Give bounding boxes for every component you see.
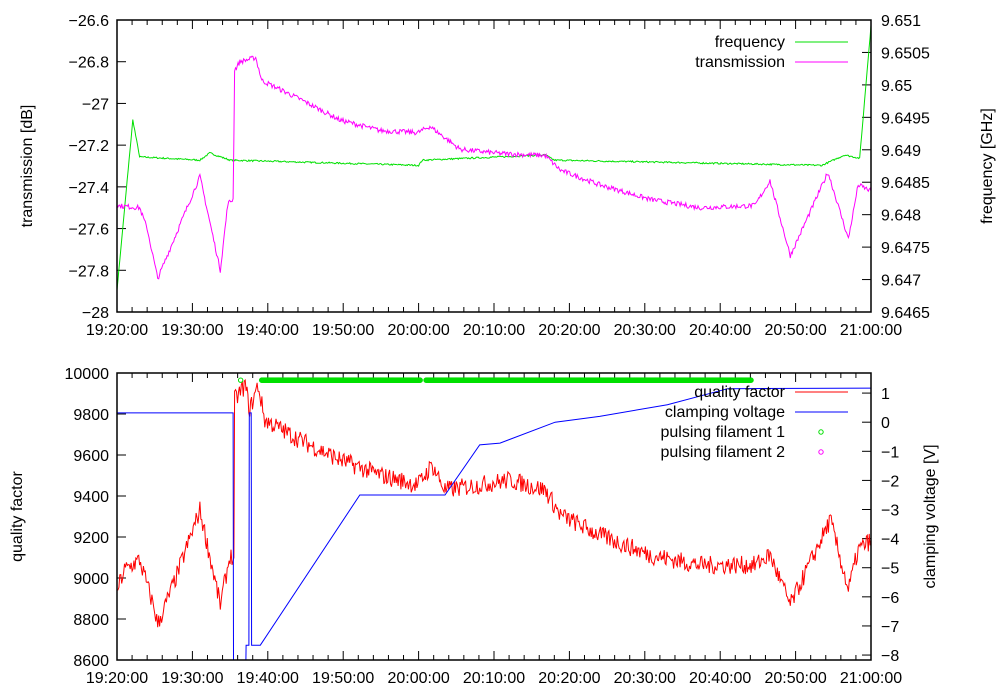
y2-tick-label: −6	[881, 590, 899, 607]
y2-tick-label: −4	[881, 532, 899, 549]
y-tick-label: −27.2	[69, 138, 110, 155]
x-tick-label: 19:30:00	[161, 670, 223, 687]
x-tick-label: 19:20:00	[86, 670, 148, 687]
x-tick-label: 19:30:00	[161, 322, 223, 339]
y-tick-label: −27	[82, 96, 109, 113]
y2-tick-label: 9.648	[881, 208, 921, 225]
x-tick-label: 20:40:00	[689, 670, 751, 687]
y-tick-label: 9400	[73, 489, 109, 506]
x-tick-label: 20:10:00	[463, 670, 525, 687]
x-tick-label: 20:20:00	[538, 670, 600, 687]
x-tick-label: 19:20:00	[86, 322, 148, 339]
y2-tick-label: 9.649	[881, 143, 921, 160]
y-tick-label: −28	[82, 305, 109, 322]
y2-tick-label: 9.6505	[881, 45, 930, 62]
x-tick-label: 19:40:00	[237, 322, 299, 339]
pulsing-filament-1-marker	[748, 377, 754, 383]
y-tick-label: 9600	[73, 448, 109, 465]
x-tick-label: 19:50:00	[312, 670, 374, 687]
legend-marker-pulsing-filament-1	[818, 429, 824, 435]
plot-border	[116, 372, 872, 661]
y-tick-label: 10000	[65, 366, 110, 383]
y-axis-label: transmission [dB]	[19, 105, 36, 228]
x-tick-label: 20:00:00	[387, 670, 449, 687]
y2-tick-label: 9.647	[881, 273, 921, 290]
y2-tick-label: −8	[881, 648, 899, 665]
panel-bottom	[116, 372, 872, 661]
legend-label-quality-factor: quality factor	[694, 384, 785, 401]
y2-tick-label: −1	[881, 444, 899, 461]
y-tick-label: 9800	[73, 407, 109, 424]
y2-tick-label: 0	[881, 415, 890, 432]
legend-label-frequency: frequency	[715, 34, 785, 51]
x-tick-label: 20:30:00	[614, 322, 676, 339]
y-axis-label: quality factor	[9, 470, 26, 561]
series-group	[117, 377, 871, 660]
x-tick-label: 20:30:00	[614, 670, 676, 687]
x-tick-label: 21:00:00	[840, 322, 902, 339]
y-tick-label: 9200	[73, 530, 109, 547]
y2-axis-label: frequency [GHz]	[979, 108, 996, 224]
y2-tick-label: −2	[881, 473, 899, 490]
y2-tick-label: −7	[881, 619, 899, 636]
y2-tick-label: −3	[881, 503, 899, 520]
y2-tick-label: 9.6485	[881, 175, 930, 192]
x-tick-label: 20:20:00	[538, 322, 600, 339]
y-tick-label: −27.4	[69, 180, 110, 197]
x-tick-label: 20:50:00	[764, 670, 826, 687]
legend-label-pulsing-filament-1: pulsing filament 1	[660, 424, 785, 441]
legend-marker-pulsing-filament-2	[818, 449, 824, 455]
legend-label-transmission: transmission	[695, 54, 785, 71]
y-tick-label: 8600	[73, 653, 109, 670]
y-tick-label: 9000	[73, 571, 109, 588]
y2-tick-label: 9.65	[881, 78, 912, 95]
y-tick-label: 8800	[73, 612, 109, 629]
pulsing-filament-1-marker	[417, 377, 423, 383]
legend-label-pulsing-filament-2: pulsing filament 2	[660, 444, 785, 461]
plot-border	[116, 19, 872, 313]
series-group	[117, 25, 871, 290]
panel-top	[116, 19, 872, 313]
y2-tick-label: 9.6465	[881, 305, 930, 322]
x-tick-label: 20:40:00	[689, 322, 751, 339]
x-tick-label: 20:00:00	[387, 322, 449, 339]
y2-tick-label: 1	[881, 386, 890, 403]
y-tick-label: −27.8	[69, 263, 110, 280]
y2-axis-label: clamping voltage [V]	[922, 444, 939, 588]
x-tick-label: 20:10:00	[463, 322, 525, 339]
x-tick-label: 21:00:00	[840, 670, 902, 687]
clamping-voltage-line	[117, 387, 871, 660]
y-tick-label: −27.6	[69, 222, 110, 239]
x-tick-label: 19:40:00	[237, 670, 299, 687]
x-tick-label: 20:50:00	[764, 322, 826, 339]
y2-tick-label: 9.651	[881, 13, 921, 30]
transmission-line	[117, 55, 871, 280]
legend-label-clamping-voltage: clamping voltage	[665, 404, 785, 421]
y-tick-label: −26.8	[69, 55, 110, 72]
y2-tick-label: 9.6475	[881, 240, 930, 257]
y2-tick-label: 9.6495	[881, 110, 930, 127]
quality-factor-line	[117, 378, 871, 628]
x-tick-label: 19:50:00	[312, 322, 374, 339]
frequency-line	[117, 25, 871, 290]
pulsing-filament-1-marker	[237, 377, 244, 383]
y2-tick-label: −5	[881, 561, 899, 578]
y-tick-label: −26.6	[69, 13, 110, 30]
